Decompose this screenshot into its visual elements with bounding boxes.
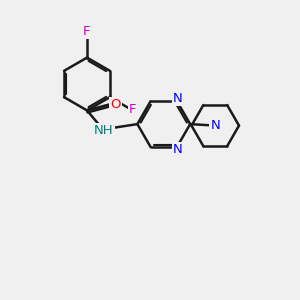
Text: N: N bbox=[173, 92, 182, 105]
Text: N: N bbox=[210, 119, 220, 132]
Text: O: O bbox=[110, 98, 121, 111]
Text: N: N bbox=[173, 143, 182, 156]
Text: F: F bbox=[129, 103, 136, 116]
Text: F: F bbox=[83, 25, 91, 38]
Text: NH: NH bbox=[94, 124, 114, 136]
